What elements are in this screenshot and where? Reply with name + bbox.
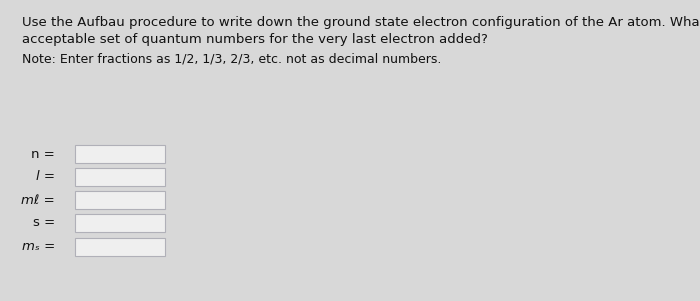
FancyBboxPatch shape (75, 214, 165, 232)
FancyBboxPatch shape (75, 168, 165, 186)
Text: acceptable set of quantum numbers for the very last electron added?: acceptable set of quantum numbers for th… (22, 33, 488, 46)
Text: s =: s = (33, 216, 55, 229)
Text: Note: Enter fractions as 1/2, 1/3, 2/3, etc. not as decimal numbers.: Note: Enter fractions as 1/2, 1/3, 2/3, … (22, 53, 442, 66)
FancyBboxPatch shape (75, 238, 165, 256)
Text: mℓ =: mℓ = (21, 194, 55, 206)
Text: l =: l = (36, 170, 55, 184)
Text: n =: n = (32, 147, 55, 160)
Text: Use the Aufbau procedure to write down the ground state electron configuration o: Use the Aufbau procedure to write down t… (22, 16, 700, 29)
FancyBboxPatch shape (75, 191, 165, 209)
Text: mₛ =: mₛ = (22, 240, 55, 253)
FancyBboxPatch shape (75, 145, 165, 163)
